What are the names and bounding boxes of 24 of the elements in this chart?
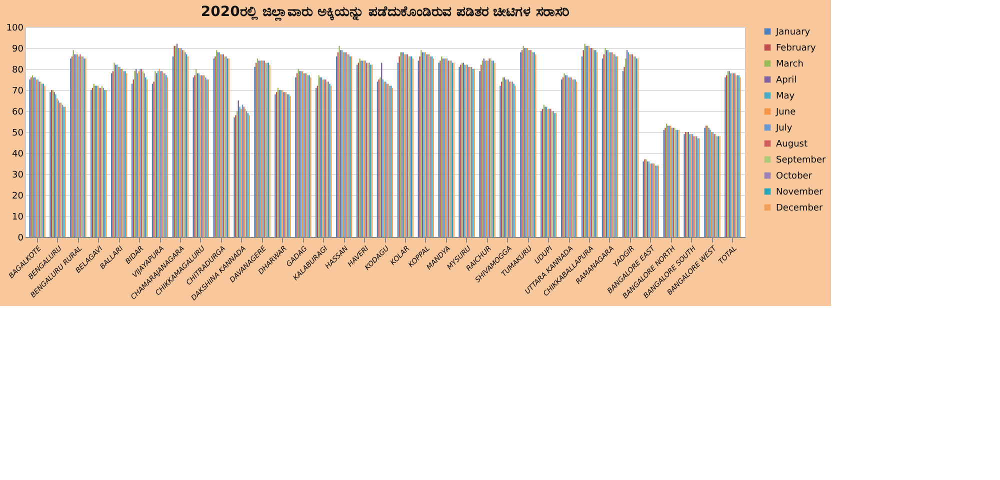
legend-label: March	[776, 60, 804, 70]
legend-label: August	[776, 140, 808, 150]
legend-label: May	[776, 92, 796, 102]
legend-label: September	[776, 156, 826, 166]
legend-label: October	[776, 172, 812, 182]
legend-label: April	[776, 76, 797, 86]
legend-label: February	[776, 44, 817, 54]
y-tick-label: 10	[12, 212, 24, 222]
y-tick-label: 30	[12, 170, 24, 180]
y-tick-label: 40	[12, 150, 24, 160]
legend-label: November	[776, 188, 824, 198]
chart-title: 2020ರಲ್ಲಿ ಜಿಲ್ಲಾವಾರು ಅಕ್ಕಿಯನ್ನು ಪಡೆದುಕೊಂಡಿರುವ ಪಡಿತರ ಚೀಟಿಗಳ ಸರಾಸರಿ	[200, 4, 570, 22]
y-tick-label: 50	[12, 128, 24, 138]
legend-label: July	[775, 124, 793, 134]
y-tick-label: 70	[12, 86, 24, 96]
y-tick-label: 60	[12, 108, 24, 118]
legend-label: December	[776, 204, 823, 214]
y-tick-label: 20	[12, 192, 24, 202]
legend-label: June	[775, 108, 796, 118]
legend-label: January	[775, 28, 811, 38]
y-tick-label: 80	[12, 66, 24, 76]
y-tick-label: 0	[18, 234, 24, 244]
y-tick-label: 90	[12, 44, 24, 54]
y-tick-label: 100	[6, 24, 24, 34]
